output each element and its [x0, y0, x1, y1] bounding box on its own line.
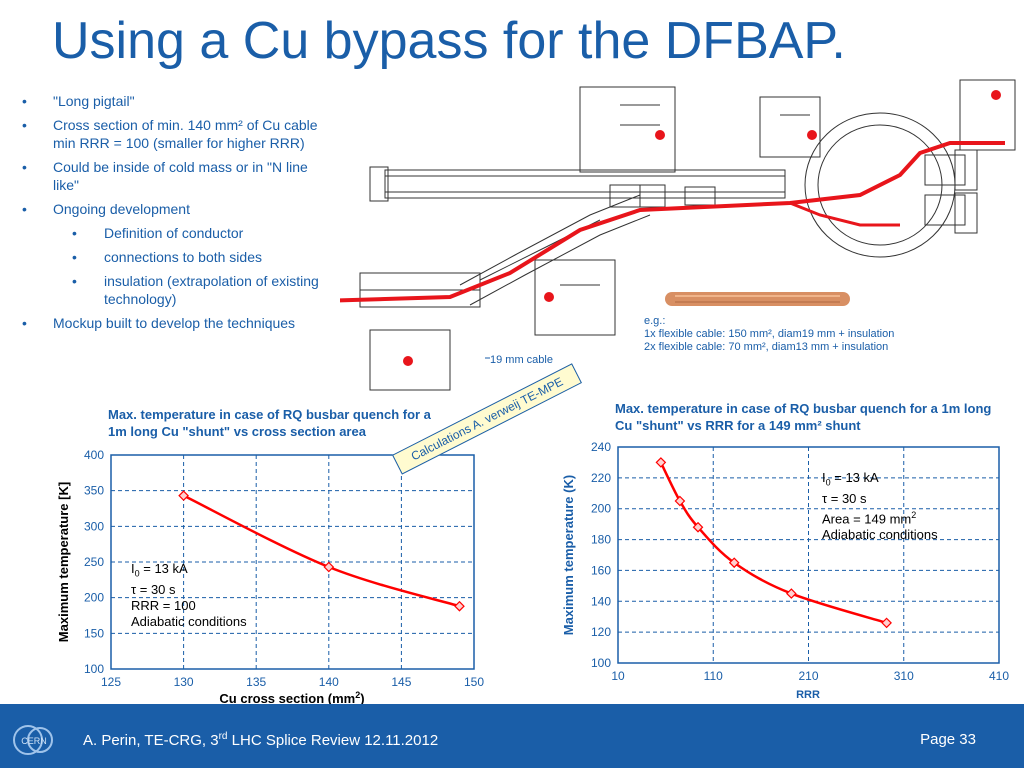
y-tick-label: 140: [591, 594, 611, 608]
x-tick-label: 145: [391, 675, 411, 689]
sub-bullet-item: • connections to both sides: [22, 248, 337, 266]
bullet-dot: •: [72, 273, 77, 289]
bullet-text: insulation (extrapolation of existing te…: [104, 273, 319, 307]
bullet-text: Mockup built to develop the techniques: [53, 315, 296, 331]
bullet-text: Ongoing development: [53, 201, 190, 217]
chart-cross-section: 125 130 135 140 145 150 100 150 200 250 300 350 400 C…: [56, 448, 484, 704]
bullet-item: • Could be inside of cold mass or in "N l…: [22, 158, 337, 194]
chart1-annotation: I0 = 13 kA τ = 30 s RRR = 100 Adiabatic con…: [131, 561, 247, 630]
bullet-dot: •: [22, 159, 27, 175]
cable-note: e.g.: 1x flexible cable: 150 mm², diam19…: [644, 315, 894, 354]
bullet-item: • Cross section of min. 140 mm² of Cu cab…: [22, 116, 337, 152]
svg-text:CERN: CERN: [21, 736, 47, 746]
data-point: [692, 521, 704, 533]
y-tick-label: 350: [84, 484, 104, 498]
y-axis-label: Maximum temperature [K]: [56, 482, 71, 642]
bullet-item: • Mockup built to develop the techniques: [22, 314, 337, 332]
bullet-dot: •: [22, 201, 27, 217]
cable-note-line3: 2x flexible cable: 70 mm², diam13 mm + i…: [644, 341, 889, 353]
x-tick-label: 310: [894, 669, 914, 683]
x-tick-label: 135: [246, 675, 266, 689]
data-point: [655, 457, 667, 468]
y-tick-label: 240: [591, 440, 611, 454]
y-tick-label: 120: [591, 625, 611, 639]
annotation-line: Adiabatic conditions: [131, 613, 247, 629]
chart2-annotation: I0 = 13 kA τ = 30 s Area = 149 mm2 Adiabati…: [822, 470, 938, 543]
y-tick-label: 180: [591, 533, 611, 547]
annotation-line: Area = 149 mm2: [822, 509, 917, 526]
cable-note-line1: e.g.:: [644, 315, 666, 327]
footer-text: A. Perin, TE-CRG, 3rd LHC Splice Review …: [83, 731, 439, 749]
x-axis-label: Cu cross section (mm2): [219, 690, 364, 704]
y-tick-label: 200: [84, 591, 104, 605]
y-tick-label: 100: [591, 656, 611, 670]
bullet-text: Definition of conductor: [104, 225, 244, 241]
annotation-line: I0 = 13 kA: [131, 561, 188, 579]
cable-label: 19 mm cable: [490, 354, 553, 366]
x-tick-label: 150: [464, 675, 484, 689]
y-axis-label: Maximum temperature (K): [561, 475, 576, 635]
annotation-line: τ = 30 s: [822, 490, 867, 506]
x-tick-label: 140: [319, 675, 339, 689]
y-tick-label: 400: [84, 448, 104, 462]
data-point: [786, 588, 797, 599]
y-tick-label: 160: [591, 563, 611, 577]
bullet-text: "Long pigtail": [53, 93, 135, 109]
footer-bar: CERN A. Perin, TE-CRG, 3rd LHC Splice Re…: [0, 704, 1024, 768]
x-tick-label: 110: [704, 669, 723, 683]
bullet-item: • "Long pigtail": [22, 92, 337, 110]
y-tick-label: 300: [84, 519, 104, 533]
y-tick-label: 200: [591, 502, 611, 516]
sub-bullet-item: • insulation (extrapolation of existing t…: [22, 272, 337, 308]
x-tick-label: 10: [611, 669, 625, 683]
cern-logo-icon: CERN: [13, 725, 53, 755]
dfbap-drawing: [340, 79, 1016, 391]
data-point: [674, 495, 686, 507]
bullet-list: • "Long pigtail" • Cross section of min. 14…: [22, 92, 337, 338]
annotation-line: I0 = 13 kA: [822, 470, 879, 488]
bullet-text: Could be inside of cold mass or in "N li…: [53, 159, 308, 193]
y-tick-label: 250: [84, 555, 104, 569]
annotation-line: Adiabatic conditions: [822, 526, 938, 542]
data-point: [881, 617, 892, 629]
bullet-dot: •: [72, 249, 77, 265]
x-tick-label: 210: [798, 669, 818, 683]
chart-rrr: 10 110 210 310 410 100 120 140 160 180 200 220 240 RR…: [561, 440, 1009, 701]
bullet-text: Cross section of min. 140 mm² of Cu cabl…: [53, 117, 318, 151]
bullet-dot: •: [72, 225, 77, 241]
annotation-line: RRR = 100: [131, 597, 196, 613]
bullet-item: • Ongoing development: [22, 200, 337, 218]
x-tick-label: 125: [101, 675, 121, 689]
y-tick-label: 150: [84, 626, 104, 640]
data-point: [454, 600, 465, 612]
y-tick-label: 100: [84, 662, 104, 676]
sub-bullet-item: • Definition of conductor: [22, 224, 337, 242]
data-point: [728, 557, 740, 569]
x-tick-label: 130: [174, 675, 194, 689]
bullet-text: connections to both sides: [104, 249, 262, 265]
x-axis-label: RRR: [796, 689, 820, 701]
slide-title: Using a Cu bypass for the DFBAP.: [52, 12, 846, 70]
bullet-dot: •: [22, 93, 27, 109]
bullet-dot: •: [22, 315, 27, 331]
annotation-line: τ = 30 s: [131, 581, 176, 597]
page-number: Page 33: [920, 731, 976, 748]
chart1-title: Max. temperature in case of RQ busbar qu…: [108, 407, 431, 439]
y-tick-label: 220: [591, 471, 611, 485]
data-point: [323, 561, 335, 573]
bullet-dot: •: [22, 117, 27, 133]
cable-note-line2: 1x flexible cable: 150 mm², diam19 mm + …: [644, 328, 895, 340]
data-point: [178, 490, 189, 502]
x-tick-label: 410: [989, 669, 1009, 683]
chart2-title: Max. temperature in case of RQ busbar qu…: [615, 401, 992, 433]
